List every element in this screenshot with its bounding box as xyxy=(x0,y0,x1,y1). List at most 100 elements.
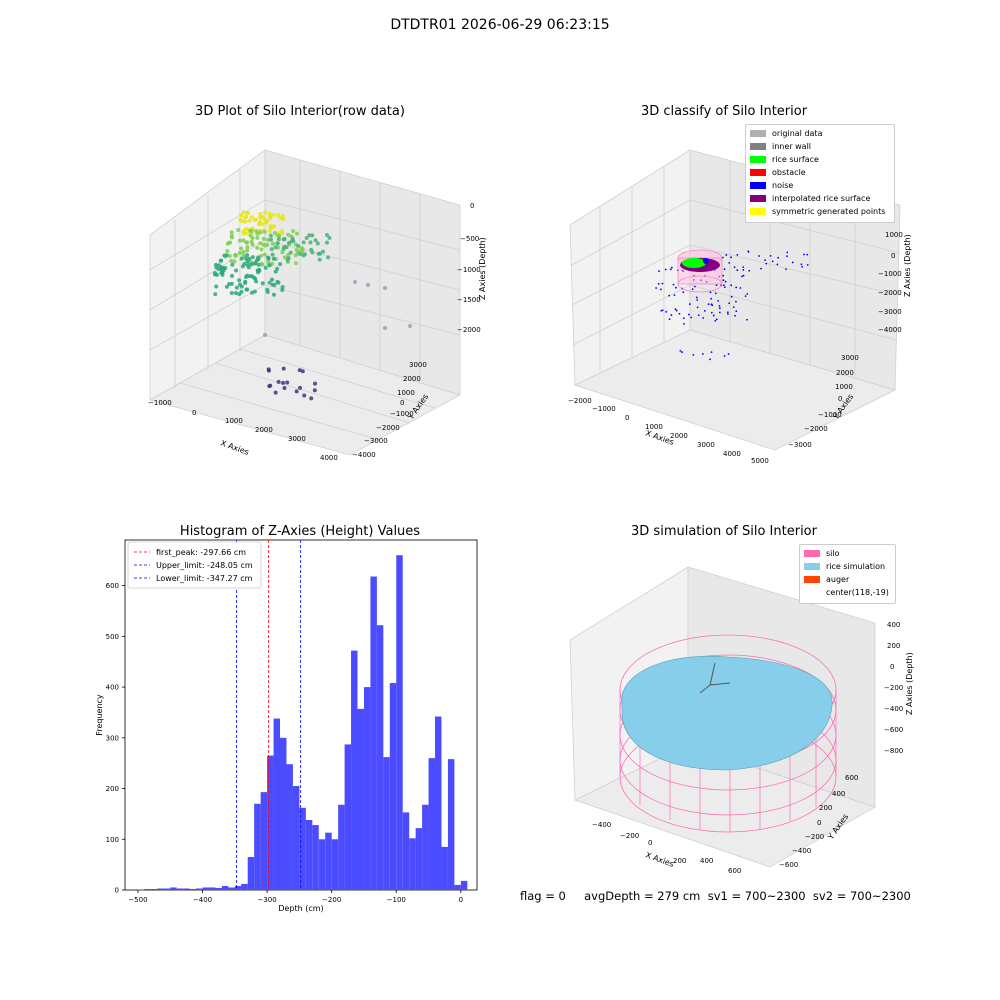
simulation-ytick-3: 0 xyxy=(817,819,821,827)
simulation-3d-plot: −400 −200 0 200 400 600 600 400 200 0 −2… xyxy=(569,566,914,875)
simulation-ytick-5: −400 xyxy=(792,847,811,855)
classify-noise-point xyxy=(742,266,745,268)
raw-scatter-point xyxy=(229,273,234,278)
classify-legend-swatch xyxy=(750,169,766,176)
raw-ytick-4: −1000 xyxy=(390,410,414,418)
classify-noise-point xyxy=(746,293,749,295)
histogram-bar xyxy=(389,683,397,890)
classify-legend-item: symmetric generated points xyxy=(746,205,894,218)
raw-scatter-point xyxy=(256,262,261,267)
classify-noise-point xyxy=(711,304,714,307)
classify-noise-point xyxy=(710,297,713,300)
classify-noise-point xyxy=(717,299,720,302)
classify-ztick-2: −1000 xyxy=(878,270,902,278)
classify-noise-point xyxy=(681,351,683,353)
histogram-xtick-label: −100 xyxy=(387,896,406,904)
classify-legend-label: symmetric generated points xyxy=(772,207,886,216)
raw-scatter-point xyxy=(302,393,307,398)
histogram-title: Histogram of Z-Axies (Height) Values xyxy=(179,524,421,539)
raw-ytick-5: −2000 xyxy=(376,424,400,432)
histogram-bar xyxy=(299,807,306,890)
classify-noise-point xyxy=(736,269,739,271)
histogram-bar xyxy=(415,828,423,890)
classify-xtick-7: 5000 xyxy=(751,457,769,465)
raw-scatter-point xyxy=(383,286,387,290)
raw-scatter-point xyxy=(281,380,286,385)
raw-scatter-point xyxy=(245,231,250,236)
classify-legend-swatch xyxy=(750,208,766,215)
raw-scatter-point xyxy=(294,389,299,394)
raw-scatter-point xyxy=(280,250,285,255)
auger-shape xyxy=(699,662,731,694)
simulation-ztick-6: −800 xyxy=(884,747,903,755)
raw-scatter-point xyxy=(327,235,332,240)
status-footer: flag = 0 avgDepth = 279 cm sv1 = 700~230… xyxy=(520,889,911,903)
histogram-bar xyxy=(144,888,151,890)
classify-ytick-6: −3000 xyxy=(788,441,812,449)
raw-scatter-point xyxy=(225,241,230,246)
raw-scatter-point xyxy=(273,390,278,395)
classify-noise-point xyxy=(670,266,673,269)
classify-noise-point xyxy=(806,253,809,256)
histogram-bar xyxy=(370,576,377,890)
raw-scatter-point xyxy=(229,281,234,286)
classify-legend-label: rice surface xyxy=(772,155,819,164)
histogram-vlines xyxy=(236,540,302,890)
classify-noise-point xyxy=(694,285,696,288)
classify-noise-point xyxy=(690,316,693,319)
raw-scatter-point xyxy=(260,262,265,267)
raw-scatter-point xyxy=(301,253,306,258)
classify-noise-point xyxy=(806,263,809,266)
raw-scatter-point xyxy=(320,249,325,254)
classify-noise-point xyxy=(683,322,685,325)
raw-scatter-point xyxy=(298,385,303,390)
histogram-bar xyxy=(202,887,209,890)
raw-scatter-point xyxy=(229,235,234,240)
raw-scatter-point xyxy=(214,284,219,289)
classify-noise-point xyxy=(675,286,677,289)
histogram-bar xyxy=(376,625,384,890)
histogram-legend-label: Lower_limit: -347.27 cm xyxy=(156,574,253,583)
classify-noise-point xyxy=(764,259,767,262)
raw-scatter-point xyxy=(297,368,302,373)
histogram-xtick-label: −300 xyxy=(257,896,276,904)
classify-noise-point xyxy=(692,353,695,356)
classify-noise-point xyxy=(688,313,690,316)
raw-ytick-0: 3000 xyxy=(409,361,427,369)
classify-noise-point xyxy=(739,287,742,289)
raw-scatter-point xyxy=(271,212,276,217)
classify-noise-point xyxy=(803,253,805,256)
classify-noise-point xyxy=(715,318,718,321)
classify-noise-point xyxy=(721,256,724,259)
raw-scatter-point xyxy=(258,211,263,216)
classify-noise-point xyxy=(702,317,705,319)
simulation-xtick-5: 600 xyxy=(728,867,741,875)
classify-noise-point xyxy=(785,268,787,271)
raw-scatter-point xyxy=(241,238,246,243)
histogram-ytick-label: 200 xyxy=(106,785,119,793)
classify-noise-point xyxy=(658,270,660,273)
raw-scatter-point xyxy=(318,251,323,256)
classify-legend-swatch xyxy=(750,156,766,163)
raw-scatter-point xyxy=(265,287,270,292)
raw-scatter-point xyxy=(266,367,271,372)
classify-noise-point xyxy=(661,282,664,285)
raw-scatter-point xyxy=(293,253,298,258)
histogram-bar xyxy=(208,887,216,890)
classify-noise-point xyxy=(758,255,760,257)
classify-noise-point xyxy=(747,250,750,253)
raw-scatter-point xyxy=(252,217,257,222)
raw-scatter-point xyxy=(262,210,267,215)
raw-scatter-point xyxy=(237,292,242,297)
classify-noise-point xyxy=(718,307,721,309)
raw-scatter-point xyxy=(267,263,272,268)
raw-scatter-point xyxy=(225,249,230,254)
simulation-ytick-1: 400 xyxy=(832,790,845,798)
raw-scatter-point xyxy=(309,247,314,252)
classify-legend-label: inner wall xyxy=(772,142,812,151)
classify-noise-point xyxy=(691,288,694,291)
classify-noise-point xyxy=(727,353,730,355)
raw-scatter-point xyxy=(245,210,250,215)
raw-scatter-point xyxy=(219,270,224,275)
raw-scatter-point xyxy=(259,215,264,220)
